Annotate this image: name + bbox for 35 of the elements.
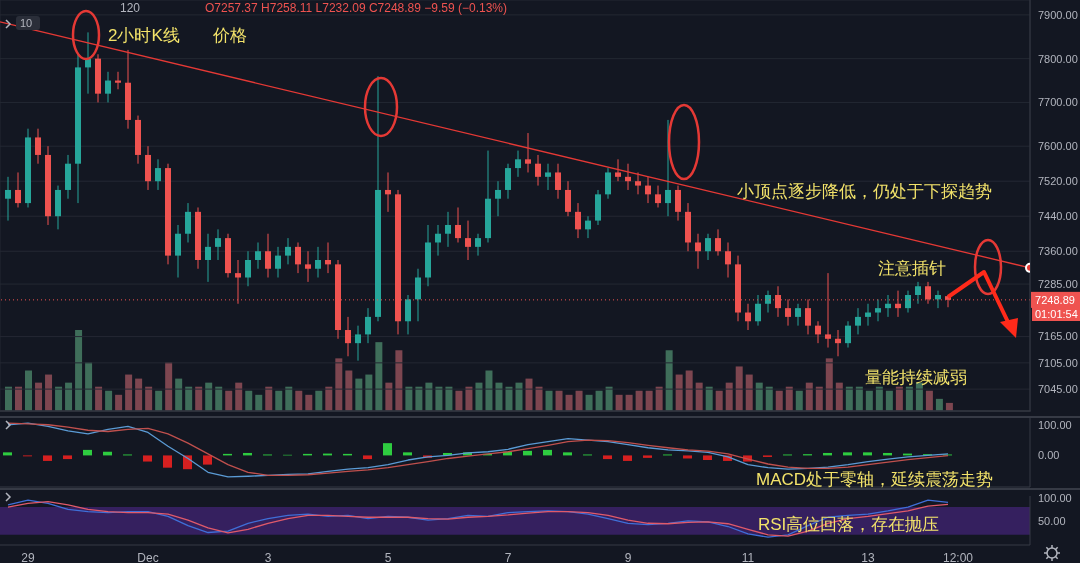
x-tick-label: 29 xyxy=(21,550,35,563)
annotation: 注意插针 xyxy=(878,258,946,280)
annotation: O7257.37 H7258.11 L7232.09 C7248.89 −9.59 (−0.13%) xyxy=(205,1,508,15)
ref-line-label: 7248.89 xyxy=(1035,293,1075,306)
y-tick-label: 7520.00 xyxy=(1038,175,1078,188)
y-tick-label: 7105.00 xyxy=(1038,356,1078,369)
text: 01:01:54 xyxy=(1032,307,1080,321)
y-tick-label: 0.00 xyxy=(1038,449,1060,462)
y-tick-label: 7165.00 xyxy=(1038,330,1078,343)
y-tick-label: 7360.00 xyxy=(1038,245,1078,258)
x-tick-label: Dec xyxy=(137,550,159,563)
annotation: MACD处于零轴，延续震荡走势 xyxy=(756,469,994,491)
annotation: 量能持续减弱 xyxy=(865,367,967,389)
y-tick-label: 7800.00 xyxy=(1038,52,1078,65)
y-tick-label: 7600.00 xyxy=(1038,140,1078,153)
y-tick-label: 7700.00 xyxy=(1038,96,1078,109)
x-tick-label: 7 xyxy=(504,550,512,563)
x-tick-label: 5 xyxy=(384,550,392,563)
annotation: 120 xyxy=(120,1,141,15)
annotation: 价格 xyxy=(213,25,247,47)
annotation: 10 xyxy=(16,16,41,30)
annotation: 小顶点逐步降低，仍处于下探趋势 xyxy=(737,181,992,203)
y-tick-label: 7285.00 xyxy=(1038,277,1078,290)
x-tick-label: 13 xyxy=(861,550,875,563)
y-tick-label: 7045.00 xyxy=(1038,383,1078,396)
annotation: 2小时K线 xyxy=(108,25,180,47)
x-tick-label: 3 xyxy=(264,550,272,563)
x-tick-label: 11 xyxy=(741,550,755,563)
y-tick-label: 50.00 xyxy=(1038,514,1066,527)
y-tick-label: 100.00 xyxy=(1038,491,1072,504)
x-tick-label: 12:00 xyxy=(942,550,974,563)
x-tick-label: 9 xyxy=(624,550,632,563)
y-tick-label: 100.00 xyxy=(1038,418,1072,431)
y-tick-label: 7440.00 xyxy=(1038,210,1078,223)
y-tick-label: 7900.00 xyxy=(1038,8,1078,21)
